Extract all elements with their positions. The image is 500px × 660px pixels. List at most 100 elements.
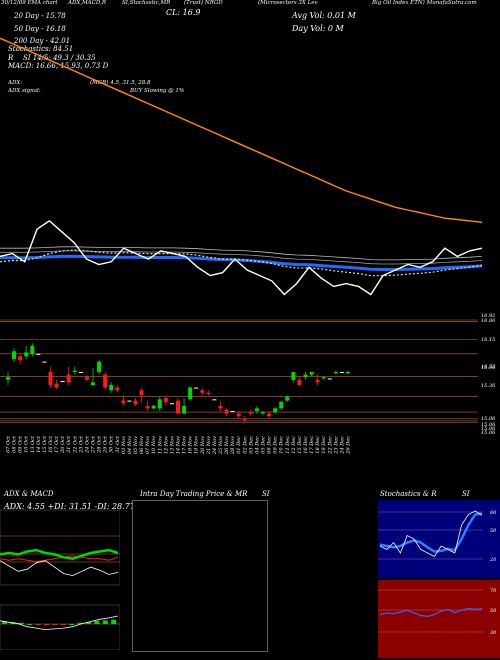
date-label: 18 Dec bbox=[315, 436, 321, 454]
date-label: 18 Nov bbox=[188, 436, 194, 454]
ema200-legend: 200 Day - 42.01 bbox=[14, 37, 71, 45]
price-tick-label: 18.92 bbox=[481, 313, 495, 319]
macd-histogram-bar bbox=[35, 624, 41, 625]
date-label: 05 Nov bbox=[133, 436, 139, 454]
date-label: 15 Dec bbox=[297, 436, 303, 454]
date-label: 03 Dec bbox=[248, 436, 254, 454]
date-label: 27 Oct bbox=[91, 435, 97, 454]
candle-body bbox=[115, 387, 120, 391]
date-label: 20 Oct bbox=[60, 435, 66, 454]
date-label: 04 Dec bbox=[254, 436, 260, 454]
date-label: 26 Dec bbox=[346, 436, 352, 455]
candle-body bbox=[327, 378, 332, 380]
macd-histogram-bar bbox=[60, 624, 66, 625]
candle-body bbox=[315, 379, 320, 383]
date-label: 31 Oct bbox=[115, 435, 121, 453]
stoch-panel-bg bbox=[378, 500, 500, 578]
date-label: 17 Nov bbox=[182, 436, 188, 454]
intraday-title: Intra Day Trading Price & MR bbox=[140, 490, 248, 498]
series-price bbox=[0, 220, 483, 296]
date-label: 17 Oct bbox=[54, 435, 60, 453]
day-volume: Day Vol: 0 M bbox=[292, 24, 344, 33]
date-label: 02 Dec bbox=[242, 436, 248, 454]
price-tick-label: 15.96 bbox=[481, 365, 496, 371]
date-label: 15 Oct bbox=[42, 435, 48, 453]
date-label: 12 Nov bbox=[163, 436, 169, 454]
date-label: 26 Nov bbox=[224, 436, 230, 455]
price-tick-label: 16.73 bbox=[481, 364, 495, 370]
candle-body bbox=[139, 390, 144, 396]
candle-body bbox=[157, 399, 162, 409]
date-label: 29 Oct bbox=[103, 435, 109, 454]
stoch-level-label: 80 bbox=[490, 510, 497, 516]
candle-body bbox=[291, 372, 296, 380]
candle-body bbox=[254, 408, 259, 411]
adx-values: (MGR) 4.5, 31.5, 28.8 bbox=[90, 80, 151, 86]
date-label: 17 Dec bbox=[309, 436, 315, 454]
candle-body bbox=[333, 372, 338, 374]
candle-body bbox=[6, 377, 10, 380]
date-label: 24 Oct bbox=[84, 435, 90, 454]
macd-histogram-bar bbox=[18, 622, 24, 624]
candle-body bbox=[297, 379, 302, 385]
macd-histogram-bar bbox=[44, 624, 49, 626]
candle-body bbox=[346, 372, 350, 374]
candle-body bbox=[24, 352, 29, 357]
header-line1-a: 30/12/09 EMA chart bbox=[1, 0, 58, 6]
date-label: 21 Nov bbox=[206, 436, 212, 455]
date-label: 11 Nov bbox=[157, 436, 163, 454]
intraday-panel-frame bbox=[132, 500, 268, 652]
price-tick-label: 15.06 bbox=[481, 422, 496, 428]
candle-body bbox=[145, 405, 150, 409]
stoch-title-suffix: SI bbox=[462, 490, 470, 498]
price-tick-label: 18.86 bbox=[481, 318, 496, 324]
date-label: 22 Dec bbox=[327, 436, 333, 455]
date-label: 19 Dec bbox=[321, 436, 327, 454]
ema50-legend: 50 Day - 16.18 bbox=[14, 25, 66, 33]
date-label: 23 Dec bbox=[333, 436, 339, 455]
ema20-legend: 20 Day - 15.78 bbox=[14, 12, 66, 20]
candle-body bbox=[60, 381, 65, 383]
macd-histogram-bar bbox=[69, 624, 75, 625]
candle-body bbox=[42, 361, 47, 363]
rsi-panel-bg bbox=[378, 580, 500, 658]
plus-di-line bbox=[0, 548, 119, 560]
ema-ref-line-upper bbox=[0, 246, 483, 261]
stochastics-rsi-chart: 80 50 20 70 50 30 bbox=[378, 500, 500, 658]
candle-body bbox=[18, 356, 23, 361]
price-tick-label: 15.06 bbox=[481, 416, 496, 422]
candlestick-chart: 18.9218.8618.1516.7315.9615.3615.0615.06… bbox=[0, 313, 496, 455]
macd-histogram-bar bbox=[111, 619, 117, 624]
candle-body bbox=[182, 405, 187, 414]
price-tick-label: 15.06 bbox=[481, 426, 496, 432]
header-line1-b: ADX,MACD,R bbox=[68, 0, 106, 6]
candle-body bbox=[206, 392, 211, 395]
candle-body bbox=[121, 400, 126, 404]
candle-body bbox=[176, 400, 180, 414]
date-label: 21 Oct bbox=[66, 435, 72, 454]
date-label: 30 Oct bbox=[109, 435, 115, 453]
date-label: 16 Dec bbox=[303, 436, 309, 454]
date-label: 03 Nov bbox=[121, 436, 127, 454]
date-label: 08 Oct bbox=[12, 435, 18, 453]
stoch-title: Stochastics & R bbox=[380, 490, 437, 498]
rsi-line bbox=[379, 607, 483, 618]
avg-volume: Avg Vol: 0.01 M bbox=[292, 11, 356, 20]
price-tick-label: 18.15 bbox=[481, 337, 495, 343]
date-label: 08 Dec bbox=[267, 436, 273, 454]
candle-body bbox=[91, 382, 95, 385]
candle-body bbox=[133, 400, 138, 405]
intraday-title-suffix: SI bbox=[262, 490, 270, 498]
rsi-level-label: 70 bbox=[490, 588, 497, 594]
date-label: 09 Oct bbox=[18, 435, 24, 453]
header-line1-d: (Trust) NRGD bbox=[184, 0, 223, 6]
candle-body bbox=[30, 346, 35, 354]
candle-body bbox=[273, 408, 278, 413]
macd-histogram-bar bbox=[52, 624, 58, 625]
series-50-day bbox=[0, 254, 483, 271]
rsi-level-label: 30 bbox=[490, 630, 497, 636]
price-tick-label: 15.36 bbox=[481, 383, 496, 389]
date-label: 04 Nov bbox=[127, 436, 133, 454]
macd-histogram-bar bbox=[2, 621, 7, 624]
macd-line bbox=[0, 615, 119, 631]
